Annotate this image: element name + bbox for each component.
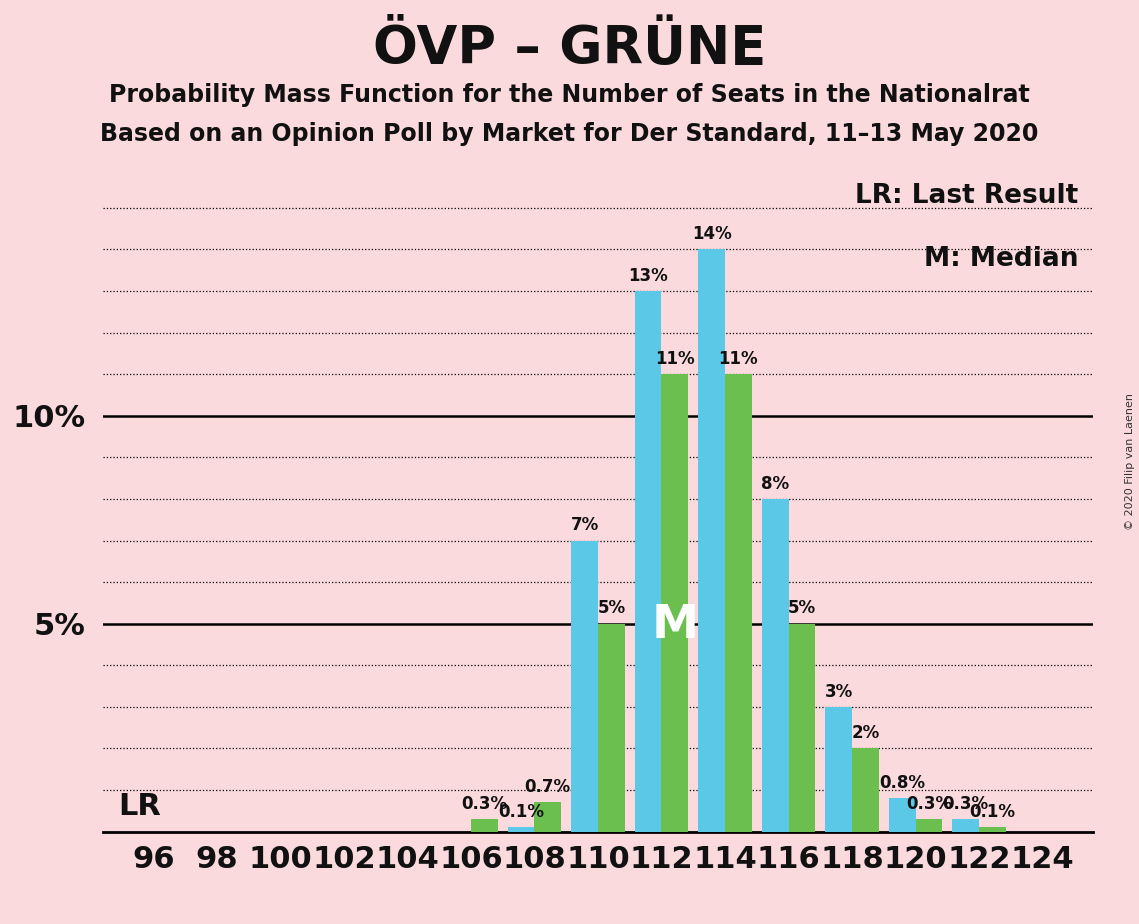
Text: 5%: 5% — [788, 600, 816, 617]
Text: 11%: 11% — [719, 350, 759, 368]
Bar — [726, 374, 752, 832]
Text: 0.1%: 0.1% — [498, 803, 544, 821]
Text: 0.1%: 0.1% — [969, 803, 1016, 821]
Text: LR: LR — [117, 792, 161, 821]
Bar — [762, 499, 788, 832]
Text: 0.3%: 0.3% — [943, 795, 989, 813]
Bar — [598, 624, 624, 832]
Bar — [980, 828, 1006, 832]
Text: LR: Last Result: LR: Last Result — [855, 183, 1079, 209]
Bar — [534, 802, 562, 832]
Bar — [826, 707, 852, 832]
Text: © 2020 Filip van Laenen: © 2020 Filip van Laenen — [1125, 394, 1134, 530]
Bar — [852, 748, 879, 832]
Text: 5%: 5% — [597, 600, 625, 617]
Bar — [788, 624, 816, 832]
Text: M: Median: M: Median — [924, 246, 1079, 273]
Text: 8%: 8% — [761, 475, 789, 492]
Bar — [698, 249, 726, 832]
Text: 0.3%: 0.3% — [461, 795, 507, 813]
Bar — [572, 541, 598, 832]
Bar — [888, 798, 916, 832]
Text: 0.8%: 0.8% — [879, 774, 925, 792]
Text: 13%: 13% — [629, 267, 669, 285]
Bar — [952, 820, 980, 832]
Bar — [470, 820, 498, 832]
Text: 14%: 14% — [691, 225, 731, 243]
Text: 11%: 11% — [655, 350, 695, 368]
Bar — [634, 291, 662, 832]
Text: ÖVP – GRÜNE: ÖVP – GRÜNE — [372, 23, 767, 75]
Bar — [508, 828, 534, 832]
Text: 3%: 3% — [825, 683, 853, 700]
Text: Probability Mass Function for the Number of Seats in the Nationalrat: Probability Mass Function for the Number… — [109, 83, 1030, 107]
Bar — [662, 374, 688, 832]
Text: M: M — [652, 603, 698, 649]
Bar — [916, 820, 942, 832]
Text: 0.7%: 0.7% — [525, 778, 571, 796]
Text: 2%: 2% — [851, 724, 879, 742]
Text: Based on an Opinion Poll by Market for Der Standard, 11–13 May 2020: Based on an Opinion Poll by Market for D… — [100, 122, 1039, 146]
Text: 7%: 7% — [571, 517, 599, 534]
Text: 0.3%: 0.3% — [906, 795, 952, 813]
